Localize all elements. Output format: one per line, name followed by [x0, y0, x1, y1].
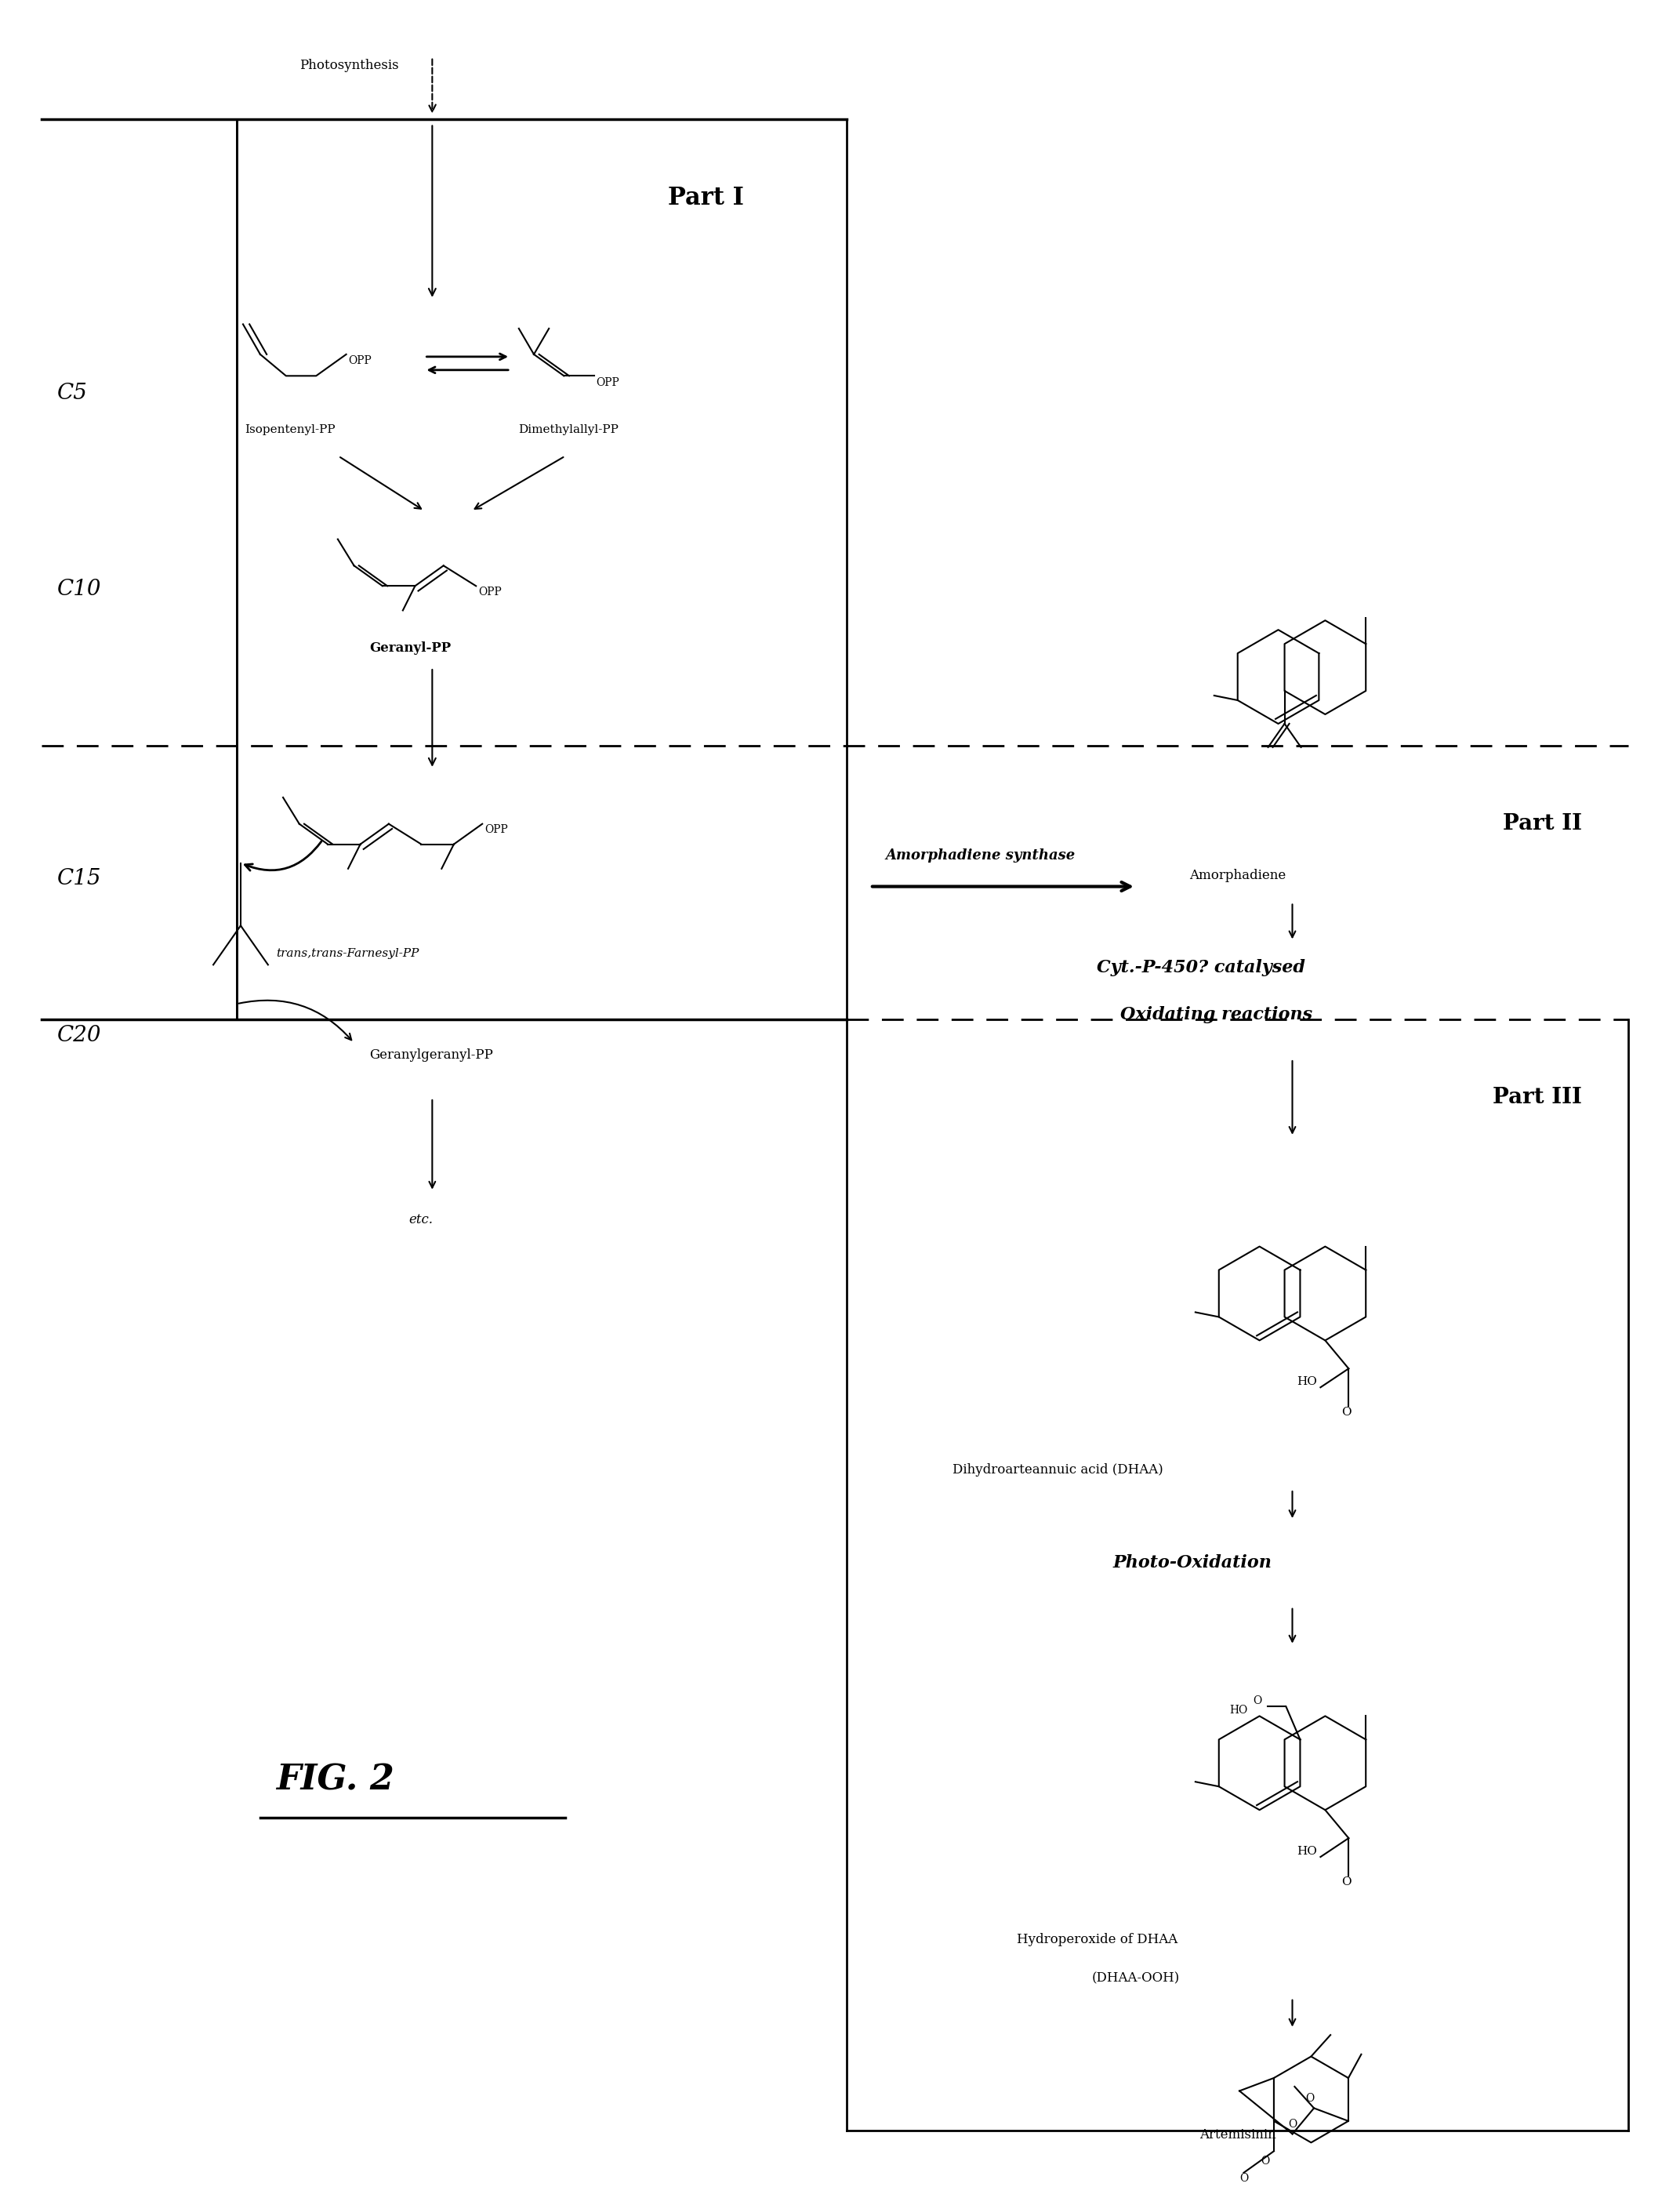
- Text: Part II: Part II: [1502, 814, 1581, 835]
- Text: trans,trans-Farnesyl-PP: trans,trans-Farnesyl-PP: [276, 949, 418, 960]
- Text: Hydroperoxide of DHAA: Hydroperoxide of DHAA: [1016, 1933, 1178, 1946]
- Text: FIG. 2: FIG. 2: [276, 1763, 395, 1798]
- Text: Part I: Part I: [669, 186, 744, 210]
- Text: O: O: [1342, 1876, 1351, 1887]
- Text: Amorphadiene: Amorphadiene: [1189, 868, 1285, 881]
- Text: C10: C10: [57, 580, 101, 599]
- Text: Isopentenyl-PP: Isopentenyl-PP: [245, 424, 336, 435]
- Text: O: O: [1305, 2093, 1314, 2104]
- Text: Dimethylallyl-PP: Dimethylallyl-PP: [517, 424, 618, 435]
- Text: OPP: OPP: [596, 376, 620, 387]
- Text: Photosynthesis: Photosynthesis: [299, 59, 398, 72]
- Text: OPP: OPP: [348, 354, 371, 365]
- Text: Geranylgeranyl-PP: Geranylgeranyl-PP: [370, 1048, 494, 1063]
- Text: Part III: Part III: [1492, 1087, 1581, 1109]
- Text: HO: HO: [1297, 1846, 1317, 1857]
- Text: Geranyl-PP: Geranyl-PP: [370, 641, 452, 654]
- Text: HO: HO: [1230, 1706, 1248, 1717]
- Text: O: O: [1342, 1406, 1351, 1417]
- Text: Photo-Oxidation: Photo-Oxidation: [1112, 1555, 1272, 1570]
- Text: Dihydroarteannuic acid (DHAA): Dihydroarteannuic acid (DHAA): [953, 1463, 1163, 1476]
- Text: O: O: [1262, 2156, 1270, 2167]
- Text: O: O: [1289, 2119, 1297, 2130]
- Text: C15: C15: [57, 868, 101, 890]
- Text: C5: C5: [57, 383, 87, 405]
- Text: O: O: [1253, 1695, 1262, 1706]
- Text: etc.: etc.: [408, 1214, 433, 1227]
- Text: C20: C20: [57, 1026, 101, 1045]
- Text: (DHAA-OOH): (DHAA-OOH): [1092, 1973, 1179, 1986]
- Text: Oxidating reactions: Oxidating reactions: [1121, 1006, 1312, 1024]
- Text: OPP: OPP: [484, 824, 507, 835]
- Text: O: O: [1240, 2172, 1248, 2183]
- Text: Cyt.-P-450? catalysed: Cyt.-P-450? catalysed: [1097, 960, 1305, 978]
- Text: OPP: OPP: [479, 586, 501, 597]
- Text: Artemisinin: Artemisinin: [1200, 2128, 1275, 2141]
- Text: HO: HO: [1297, 1376, 1317, 1387]
- Text: Amorphadiene synthase: Amorphadiene synthase: [885, 849, 1075, 862]
